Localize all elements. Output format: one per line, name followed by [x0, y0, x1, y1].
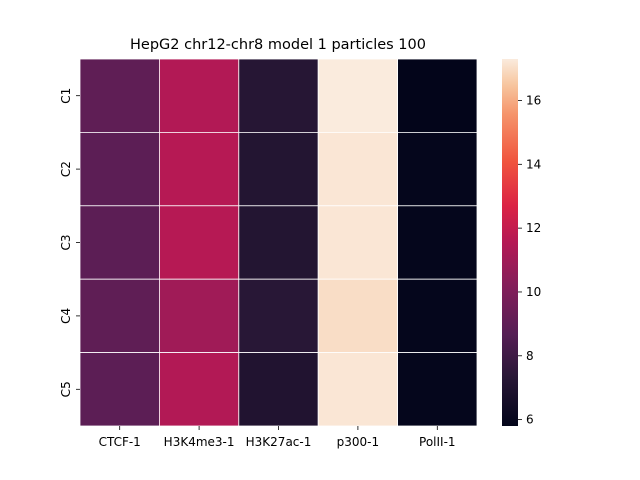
- heatmap-cell: [79, 205, 160, 280]
- y-axis-ticks: C1 C2 C3 C4 C5: [59, 88, 80, 397]
- heatmap-cell: [238, 278, 319, 354]
- heatmap-cell: [238, 58, 319, 133]
- y-tick-label: C2: [59, 161, 73, 177]
- heatmap-cell: [158, 58, 240, 133]
- x-tick-label: p300-1: [337, 435, 380, 449]
- x-tick-label: CTCF-1: [99, 435, 141, 449]
- heatmap-cell: [317, 278, 399, 354]
- colorbar: [502, 59, 518, 426]
- colorbar-ticks: 6 8 10 12 14 16: [518, 93, 541, 427]
- y-tick-label: C1: [59, 88, 73, 104]
- colorbar-tick-label: 6: [526, 413, 534, 427]
- heatmap-cell: [397, 205, 478, 280]
- heatmap-cell: [317, 58, 399, 133]
- heatmap-cell: [79, 278, 160, 354]
- heatmap-cell: [158, 131, 240, 207]
- heatmap-cell: [397, 131, 478, 207]
- colorbar-tick-label: 12: [526, 221, 541, 235]
- heatmap-cell: [238, 131, 319, 207]
- heatmap-cell: [397, 58, 478, 133]
- heatmap-cell: [238, 205, 319, 280]
- chart-title: HepG2 chr12-chr8 model 1 particles 100: [130, 37, 426, 53]
- colorbar-tick-label: 8: [526, 349, 534, 363]
- heatmap-cell: [158, 278, 240, 354]
- y-tick-label: C5: [59, 381, 73, 397]
- x-tick-label: H3K4me3-1: [164, 435, 235, 449]
- y-tick-label: C3: [59, 234, 73, 250]
- heatmap-cell: [79, 352, 160, 427]
- colorbar-tick-label: 14: [526, 157, 541, 171]
- heatmap-cell: [397, 352, 478, 427]
- heatmap-cell: [397, 278, 478, 354]
- heatmap-cell: [158, 352, 240, 427]
- x-axis-ticks: CTCF-1 H3K4me3-1 H3K27ac-1 p300-1 PolII-1: [99, 426, 456, 449]
- y-tick-label: C4: [59, 308, 73, 324]
- heatmap-cell: [79, 58, 160, 133]
- x-tick-label: H3K27ac-1: [246, 435, 312, 449]
- colorbar-tick-label: 16: [526, 93, 541, 107]
- heatmap-cell: [238, 352, 319, 427]
- heatmap-cell: [317, 131, 399, 207]
- heatmap-cell: [317, 205, 399, 280]
- heatmap-cells: [79, 58, 478, 427]
- heatmap-cell: [317, 352, 399, 427]
- heatmap-cell: [158, 205, 240, 280]
- x-tick-label: PolII-1: [419, 435, 456, 449]
- colorbar-tick-label: 10: [526, 285, 541, 299]
- heatmap-cell: [79, 131, 160, 207]
